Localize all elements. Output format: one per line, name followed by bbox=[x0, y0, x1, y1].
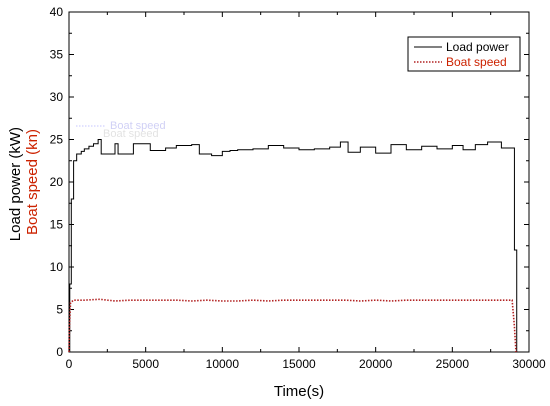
x-tick-label: 15000 bbox=[282, 357, 316, 371]
x-tick-label: 30000 bbox=[512, 357, 546, 371]
x-tick-label: 0 bbox=[66, 357, 73, 371]
legend-label-load-power: Load power bbox=[446, 40, 509, 54]
axis-ticks: 0 5000 10000 15000 20000 25000 30000 0 5 10 15 20 25… bbox=[50, 5, 546, 371]
ghost-annotation-text-1: Boat speed bbox=[110, 120, 166, 132]
y-axis-title-boat-speed: Boat speed (kn) bbox=[24, 129, 41, 235]
y-axis-title-load-power: Load power (kW) bbox=[7, 127, 24, 241]
series-line-boat-speed bbox=[68, 298, 517, 353]
y-tick-label: 40 bbox=[50, 5, 64, 19]
legend: Load power Boat speed bbox=[407, 36, 521, 72]
x-tick-label: 25000 bbox=[436, 357, 470, 371]
y-tick-label: 10 bbox=[50, 260, 64, 274]
y-tick-label: 35 bbox=[50, 48, 64, 62]
legend-box bbox=[407, 36, 521, 72]
series-line-load-power bbox=[69, 139, 518, 353]
ghost-annotation: Boat speed Boat speed bbox=[76, 120, 166, 140]
y-tick-label: 0 bbox=[56, 345, 63, 359]
x-tick-label: 10000 bbox=[206, 357, 240, 371]
ghost-annotation-text-2: Boat speed bbox=[103, 128, 159, 140]
series-layer bbox=[68, 139, 518, 353]
y-tick-label: 5 bbox=[56, 303, 63, 317]
x-tick-label: 5000 bbox=[132, 357, 159, 371]
x-tick-label: 20000 bbox=[359, 357, 393, 371]
y-tick-label: 25 bbox=[50, 133, 64, 147]
x-axis-title: Time(s) bbox=[274, 383, 324, 400]
y-tick-label: 15 bbox=[50, 218, 64, 232]
y-tick-label: 20 bbox=[50, 175, 64, 189]
legend-label-boat-speed: Boat speed bbox=[446, 55, 507, 69]
y-tick-label: 30 bbox=[50, 90, 64, 104]
y-axis-title: Load power (kW) Boat speed (kn) bbox=[7, 123, 41, 241]
